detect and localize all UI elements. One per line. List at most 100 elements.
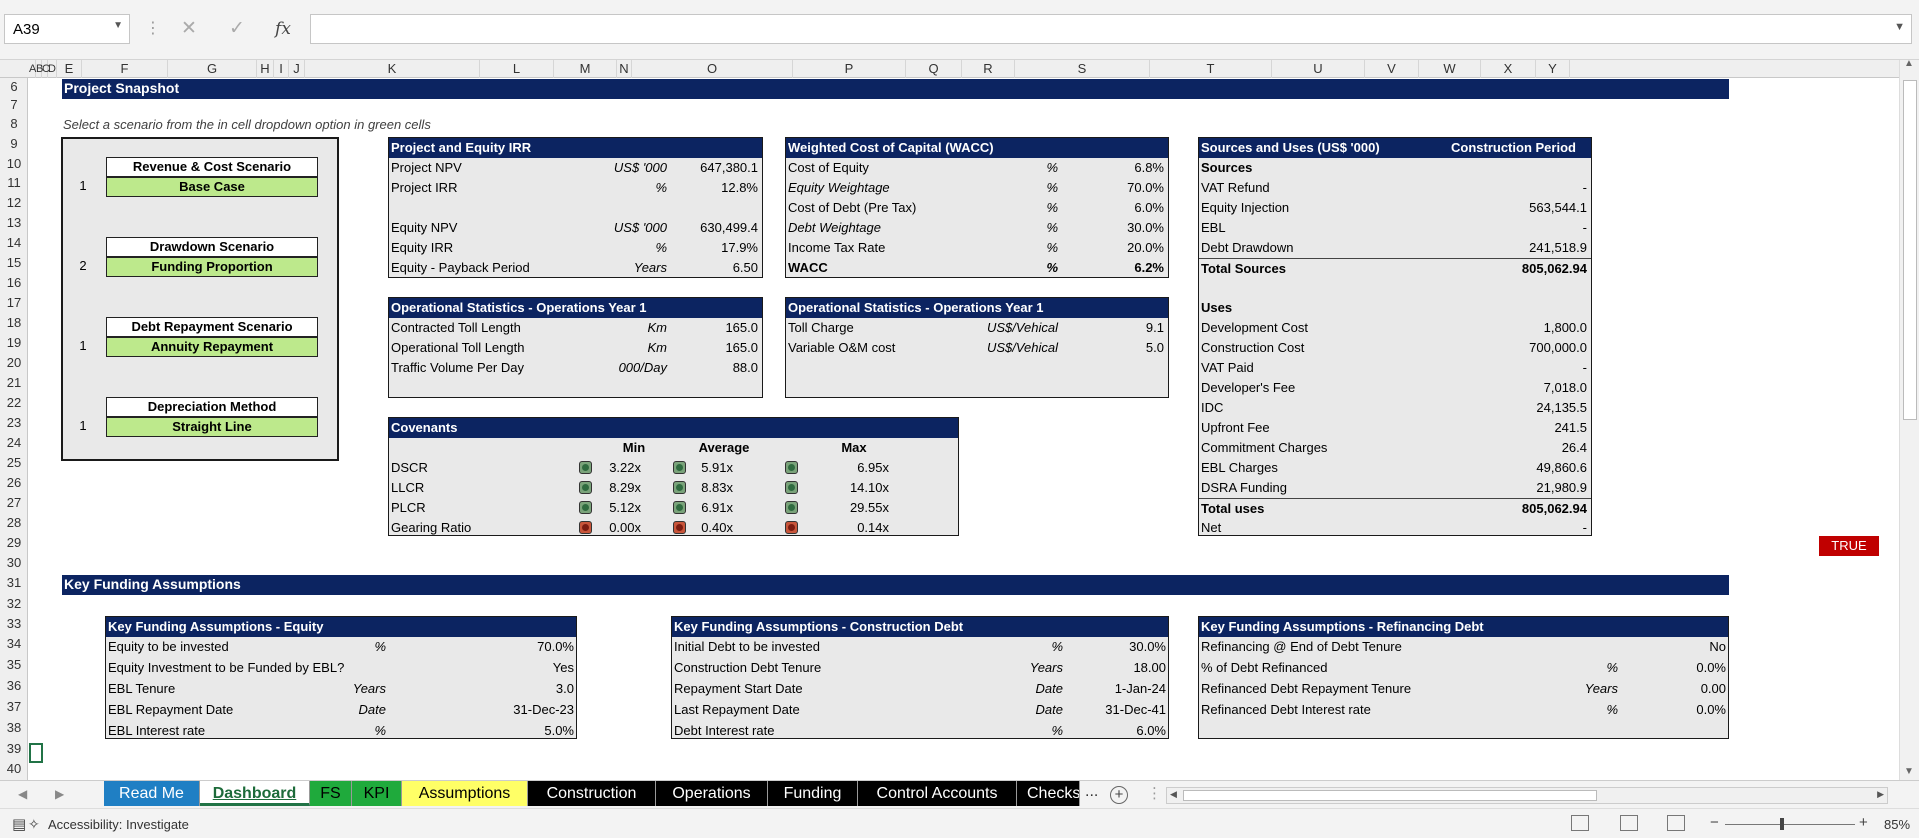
column-header-h[interactable]: H — [257, 60, 274, 78]
tab-more[interactable]: ... — [1085, 783, 1099, 800]
page-layout-view-icon[interactable] — [1620, 815, 1638, 831]
column-header-w[interactable]: W — [1419, 60, 1481, 78]
column-header-v[interactable]: V — [1365, 60, 1419, 78]
row-header-24[interactable]: 24 — [6, 435, 22, 450]
zoom-slider-thumb[interactable] — [1780, 818, 1784, 830]
row-header-22[interactable]: 22 — [6, 395, 22, 410]
expand-formula-icon[interactable]: ▼ — [1894, 21, 1905, 33]
name-box[interactable]: A39 ▼ — [4, 14, 130, 44]
chevron-down-icon[interactable]: ▼ — [113, 20, 123, 31]
tab-operations[interactable]: Operations — [656, 781, 768, 806]
row-header-37[interactable]: 37 — [6, 699, 22, 714]
column-header-c[interactable]: C — [42, 60, 50, 78]
row-header-20[interactable]: 20 — [6, 355, 22, 370]
column-header-t[interactable]: T — [1150, 60, 1272, 78]
row-header-10[interactable]: 10 — [6, 156, 22, 171]
row-header-30[interactable]: 30 — [6, 555, 22, 570]
scroll-up-icon[interactable]: ▲ — [1904, 58, 1914, 69]
column-header-s[interactable]: S — [1015, 60, 1150, 78]
scroll-down-icon[interactable]: ▼ — [1904, 766, 1914, 777]
row-header-13[interactable]: 13 — [6, 215, 22, 230]
column-header-j[interactable]: J — [289, 60, 305, 78]
row-header-33[interactable]: 33 — [6, 616, 22, 631]
tab-control-accounts[interactable]: Control Accounts — [858, 781, 1017, 806]
column-header-n[interactable]: N — [617, 60, 632, 78]
row-header-14[interactable]: 14 — [6, 235, 22, 250]
column-header-d[interactable]: D — [48, 60, 57, 78]
row-header-26[interactable]: 26 — [6, 475, 22, 490]
tab-split-handle-icon[interactable]: ⋮ — [1147, 785, 1162, 802]
row-header-15[interactable]: 15 — [6, 255, 22, 270]
row-header-9[interactable]: 9 — [10, 136, 18, 151]
column-header-e[interactable]: E — [57, 60, 82, 78]
formula-input[interactable]: ▼ — [310, 14, 1912, 44]
zoom-level[interactable]: 85% — [1884, 817, 1911, 832]
scenario-dropdown[interactable]: Annuity Repayment — [106, 337, 318, 357]
row-header-35[interactable]: 35 — [6, 657, 22, 672]
scroll-thumb[interactable] — [1903, 80, 1917, 420]
column-header-i[interactable]: I — [274, 60, 289, 78]
row-header-19[interactable]: 19 — [6, 335, 22, 350]
scenario-dropdown[interactable]: Base Case — [106, 177, 318, 197]
tab-fs[interactable]: FS — [310, 781, 352, 806]
row-header-16[interactable]: 16 — [6, 275, 22, 290]
column-header-o[interactable]: O — [632, 60, 793, 78]
vertical-scrollbar[interactable]: ▲ ▼ — [1899, 58, 1919, 780]
add-sheet-icon[interactable]: + — [1110, 786, 1128, 804]
scenario-dropdown[interactable]: Straight Line — [106, 417, 318, 437]
row-header-36[interactable]: 36 — [6, 678, 22, 693]
tab-dashboard[interactable]: Dashboard — [200, 781, 310, 806]
insert-function-icon[interactable]: fx — [275, 19, 291, 39]
row-header-27[interactable]: 27 — [6, 495, 22, 510]
column-header-m[interactable]: M — [554, 60, 617, 78]
row-header-6[interactable]: 6 — [10, 79, 18, 94]
row-header-34[interactable]: 34 — [6, 636, 22, 651]
column-header-q[interactable]: Q — [906, 60, 962, 78]
tab-funding[interactable]: Funding — [768, 781, 858, 806]
zoom-slider[interactable] — [1725, 824, 1855, 825]
row-header-25[interactable]: 25 — [6, 455, 22, 470]
tab-prev-icon[interactable]: ◀ — [18, 787, 28, 801]
accessibility-icon[interactable]: ✧ — [28, 816, 40, 832]
selected-cell[interactable] — [29, 743, 43, 763]
zoom-in-icon[interactable]: + — [1859, 814, 1868, 831]
sheet-view-icon[interactable]: ▤ — [12, 816, 27, 833]
tab-assumptions[interactable]: Assumptions — [402, 781, 528, 806]
row-header-21[interactable]: 21 — [6, 375, 22, 390]
h-scroll-thumb[interactable] — [1183, 790, 1597, 801]
scroll-left-icon[interactable]: ◀ — [1170, 789, 1177, 799]
column-header-r[interactable]: R — [962, 60, 1015, 78]
row-header-38[interactable]: 38 — [6, 720, 22, 735]
row-header-18[interactable]: 18 — [6, 315, 22, 330]
enter-check-icon[interactable]: ✓ — [229, 18, 245, 39]
tab-kpi[interactable]: KPI — [352, 781, 402, 806]
page-break-view-icon[interactable] — [1667, 815, 1685, 831]
tab-construction[interactable]: Construction — [528, 781, 656, 806]
column-header-k[interactable]: K — [305, 60, 480, 78]
row-header-7[interactable]: 7 — [10, 97, 18, 112]
row-header-11[interactable]: 11 — [7, 175, 21, 190]
tab-checks[interactable]: Checks — [1017, 781, 1080, 806]
row-header-31[interactable]: 31 — [6, 575, 22, 590]
row-header-32[interactable]: 32 — [6, 596, 22, 611]
row-header-12[interactable]: 12 — [6, 195, 22, 210]
column-header-l[interactable]: L — [480, 60, 554, 78]
column-header-g[interactable]: G — [168, 60, 257, 78]
row-header-40[interactable]: 40 — [6, 761, 22, 776]
tab-next-icon[interactable]: ▶ — [55, 787, 65, 801]
column-header-b[interactable]: B — [36, 60, 43, 78]
column-header-u[interactable]: U — [1272, 60, 1365, 78]
zoom-out-icon[interactable]: − — [1710, 814, 1719, 831]
row-header-28[interactable]: 28 — [6, 515, 22, 530]
scroll-right-icon[interactable]: ▶ — [1877, 789, 1884, 799]
tab-read-me[interactable]: Read Me — [104, 781, 200, 806]
row-header-8[interactable]: 8 — [10, 116, 18, 131]
cancel-icon[interactable]: ✕ — [181, 18, 197, 39]
column-header-y[interactable]: Y — [1536, 60, 1570, 78]
row-header-23[interactable]: 23 — [6, 415, 22, 430]
horizontal-scrollbar[interactable]: ◀ ▶ — [1166, 787, 1888, 804]
normal-view-icon[interactable] — [1571, 815, 1589, 831]
row-header-17[interactable]: 17 — [6, 295, 22, 310]
column-header-f[interactable]: F — [82, 60, 168, 78]
worksheet-grid[interactable]: Project Snapshot Select a scenario from … — [29, 78, 1899, 780]
